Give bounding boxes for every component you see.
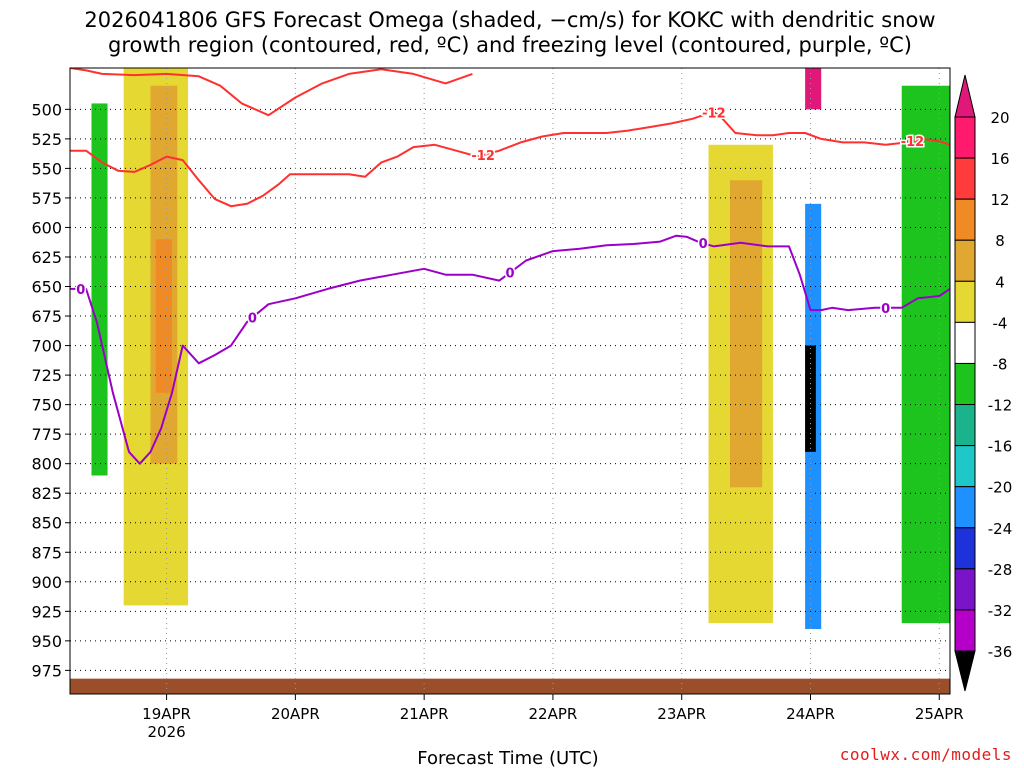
colorbar-label: 12	[990, 191, 1009, 209]
y-tick-label: 875	[31, 543, 62, 562]
freezing-level-label: 0	[248, 312, 257, 327]
y-tick-label: 700	[31, 337, 62, 356]
colorbar-bin	[954, 609, 976, 652]
omega-region-9	[901, 85, 950, 624]
y-tick-label: 725	[31, 366, 62, 385]
colorbar-bin	[954, 445, 976, 488]
y-tick-label: 525	[31, 130, 62, 149]
colorbar-bin	[954, 116, 976, 159]
colorbar-bin	[954, 527, 976, 570]
colorbar-label: -36	[988, 643, 1013, 661]
colorbar-bin	[954, 157, 976, 200]
colorbar-bin	[954, 198, 976, 241]
y-tick-label: 575	[31, 189, 62, 208]
y-tick-label: 550	[31, 159, 62, 178]
y-tick-label: 775	[31, 425, 62, 444]
y-tick-label: 500	[31, 100, 62, 119]
colorbar-label: -24	[988, 520, 1013, 538]
colorbar-bin	[954, 321, 976, 364]
x-axis-label: Forecast Time (UTC)	[417, 748, 598, 768]
y-tick-label: 850	[31, 514, 62, 533]
y-tick-label: 650	[31, 278, 62, 297]
y-tick-label: 900	[31, 573, 62, 592]
colorbar-label: -12	[988, 397, 1013, 415]
colorbar-bin	[954, 280, 976, 323]
x-tick-label: 23APR	[657, 705, 706, 723]
chart-title: 2026041806 GFS Forecast Omega (shaded, −…	[84, 8, 936, 57]
terrain-fill	[70, 678, 950, 694]
freezing-level-contour	[70, 234, 950, 465]
y-tick-label: 975	[31, 661, 62, 680]
x-tick-label: 22APR	[529, 705, 578, 723]
freezing-level-label: 0	[881, 302, 890, 317]
dgz-top-contour	[70, 68, 473, 117]
y-tick-label: 625	[31, 248, 62, 267]
y-tick-label: 800	[31, 455, 62, 474]
colorbar-label: -32	[988, 602, 1013, 620]
omega-region-3	[91, 103, 108, 476]
plot-frame	[69, 67, 951, 695]
y-tick-label: 950	[31, 632, 62, 651]
colorbar-label: -8	[993, 355, 1008, 373]
colorbar-label: 4	[995, 273, 1005, 291]
colorbar-label: -4	[993, 314, 1008, 332]
colorbar-bin	[954, 362, 976, 406]
colorbar-bin	[954, 239, 976, 282]
colorbar-label: -20	[988, 479, 1013, 497]
omega-region-2	[155, 239, 172, 393]
colorbar-label: -16	[988, 438, 1013, 456]
freezing-level-label: 0	[76, 283, 85, 298]
dgz-contour-label: -12	[901, 135, 925, 150]
y-tick-label: 675	[31, 307, 62, 326]
x-tick-sublabel: 2026	[147, 723, 185, 741]
freezing-level-label: 0	[505, 267, 514, 282]
colorbar-top-cap	[954, 74, 976, 118]
dgz-contour-label: -12	[471, 149, 495, 164]
colorbar-label: -28	[988, 561, 1013, 579]
y-tick-label: 750	[31, 396, 62, 415]
y-tick-label: 600	[31, 218, 62, 237]
omega-region-8	[805, 68, 822, 110]
colorbar-bin	[954, 404, 976, 447]
y-tick-label: 925	[31, 602, 62, 621]
colorbar-label: 20	[990, 109, 1009, 127]
freezing-level-label: 0	[699, 237, 708, 252]
dgz-contour-label: -12	[702, 106, 726, 121]
colorbar-label: 8	[995, 232, 1005, 250]
x-tick-label: 20APR	[271, 705, 320, 723]
x-tick-label: 25APR	[915, 705, 964, 723]
colorbar-bottom-cap	[954, 650, 976, 692]
credit-text: coolwx.com/models	[839, 745, 1012, 764]
omega-region-5	[730, 180, 763, 488]
colorbar-bin	[954, 568, 976, 611]
colorbar-label: 16	[990, 150, 1009, 168]
x-tick-label: 24APR	[786, 705, 835, 723]
dgz-minus12-contour	[70, 108, 950, 208]
colorbar-bin	[954, 486, 976, 529]
y-tick-label: 825	[31, 484, 62, 503]
x-tick-label: 21APR	[400, 705, 449, 723]
x-tick-label: 19APR	[142, 705, 191, 723]
